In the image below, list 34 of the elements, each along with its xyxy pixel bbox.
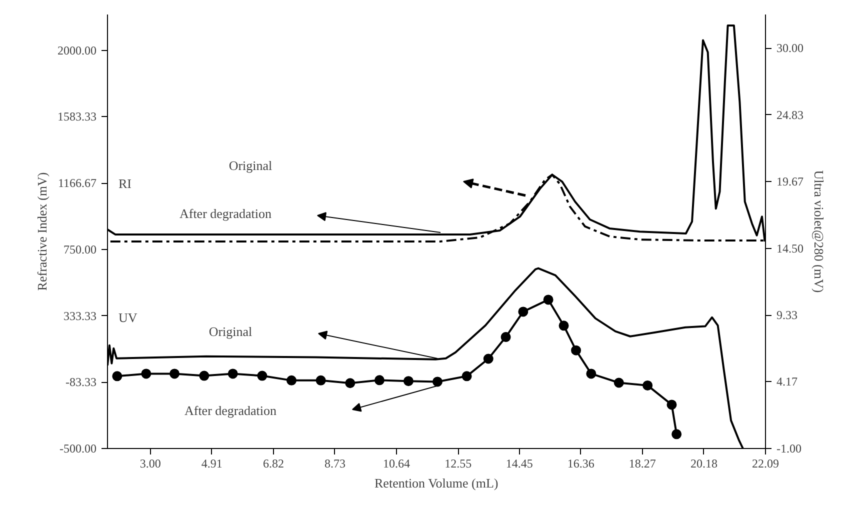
x-tick-label: 18.27 xyxy=(628,456,656,470)
x-tick-label: 3.00 xyxy=(140,456,161,470)
annotation: Original xyxy=(208,324,253,339)
y2-tick-label: -1.00 xyxy=(776,442,802,456)
annotation: Original xyxy=(228,158,273,173)
x-axis-title: Retention Volume (mL) xyxy=(374,476,498,490)
y2-tick-label: 19.67 xyxy=(776,174,804,189)
y2-tick-label: 24.83 xyxy=(776,108,804,122)
x-tick-label: 16.36 xyxy=(567,456,594,470)
annotation: After degradation xyxy=(179,206,272,221)
y2-tick-label: 9.33 xyxy=(776,308,798,322)
y2-tick-label: 30.00 xyxy=(776,41,804,56)
y-tick-label: 2000.00 xyxy=(58,43,96,58)
x-tick-label: 6.82 xyxy=(262,456,284,470)
y-axis-title: Refractive Index (mV) xyxy=(34,172,50,291)
annotation: UV xyxy=(118,310,138,325)
y-tick-label: 1583.33 xyxy=(58,110,96,124)
y2-tick-label: 14.50 xyxy=(776,241,804,256)
x-tick-label: 14.45 xyxy=(506,456,533,470)
y2-tick-label: 4.17 xyxy=(776,374,798,389)
annotation: After degradation xyxy=(184,403,278,418)
y-tick-label: -83.33 xyxy=(66,375,97,390)
x-tick-label: 12.55 xyxy=(444,456,472,470)
y-tick-label: 750.00 xyxy=(64,242,96,256)
annotation: RI xyxy=(118,176,132,191)
x-tick-label: 4.91 xyxy=(201,456,222,470)
x-tick-label: 22.09 xyxy=(752,456,779,470)
x-tick-label: 10.64 xyxy=(383,456,410,470)
x-tick-label: 8.73 xyxy=(324,456,346,470)
x-tick-label: 20.18 xyxy=(690,456,718,470)
y2-axis-title: Ultra violet@280 (mV) xyxy=(812,170,826,293)
y-tick-label: 333.33 xyxy=(64,308,96,323)
y-tick-label: 1166.67 xyxy=(58,176,97,190)
y-tick-label: -500.00 xyxy=(60,442,97,456)
